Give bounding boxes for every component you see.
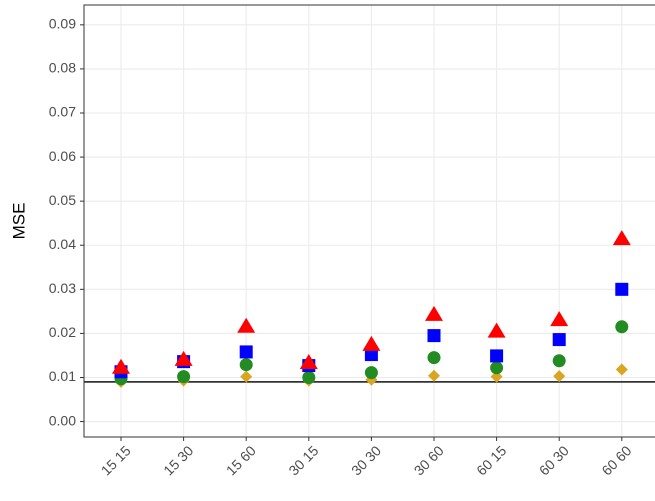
circle-point: [552, 354, 566, 368]
y-tick-label: 0.02: [49, 324, 76, 340]
circle-point: [364, 366, 378, 380]
triangle-point: [425, 305, 443, 321]
y-tick-label: 0.00: [49, 412, 76, 428]
triangle-point: [612, 230, 631, 246]
square-point: [552, 333, 566, 347]
y-tick-label: 0.05: [49, 192, 76, 208]
x-tick-label: 30 15: [285, 442, 321, 478]
triangle-point: [362, 335, 381, 351]
x-tick-label: 15 30: [160, 442, 196, 478]
square-point: [239, 345, 253, 359]
x-tick-label: 30 30: [348, 442, 384, 478]
triangle-point: [487, 322, 506, 338]
triangle-point: [174, 350, 193, 366]
x-tick-label: 60 60: [598, 442, 634, 478]
x-tick-label: 60 30: [536, 442, 572, 478]
y-axis-label: MSE: [9, 203, 28, 240]
square-point: [364, 348, 378, 362]
square-point: [615, 282, 629, 296]
circle-point: [427, 351, 441, 365]
x-tick-label: 30 60: [411, 442, 447, 478]
circle-point: [239, 358, 253, 372]
square-point: [427, 329, 441, 343]
y-tick-label: 0.08: [49, 60, 76, 76]
x-tick-label: 15 60: [223, 442, 259, 478]
circle-point: [615, 320, 629, 334]
y-tick-label: 0.06: [49, 148, 76, 164]
diamond-point: [490, 370, 503, 383]
circle-point: [302, 370, 316, 384]
diamond-point: [428, 369, 440, 382]
circle-point: [490, 361, 504, 375]
panel-border: [83, 4, 655, 438]
y-tick-label: 0.07: [49, 104, 76, 120]
y-tick-label: 0.03: [49, 280, 76, 296]
diamond-point: [615, 363, 628, 376]
square-point: [490, 349, 504, 363]
triangle-point: [550, 311, 569, 327]
circle-point: [177, 370, 191, 384]
y-tick-label: 0.04: [49, 236, 76, 252]
triangle-point: [112, 358, 130, 374]
triangle-point: [237, 317, 256, 333]
triangle-point: [299, 353, 318, 369]
y-tick-label: 0.09: [49, 16, 76, 32]
diamond-point: [553, 370, 566, 383]
diamond-point: [240, 370, 253, 383]
y-tick-label: 0.01: [49, 368, 76, 384]
x-tick-label: 15 15: [98, 442, 134, 478]
x-tick-label: 60 15: [473, 442, 509, 478]
